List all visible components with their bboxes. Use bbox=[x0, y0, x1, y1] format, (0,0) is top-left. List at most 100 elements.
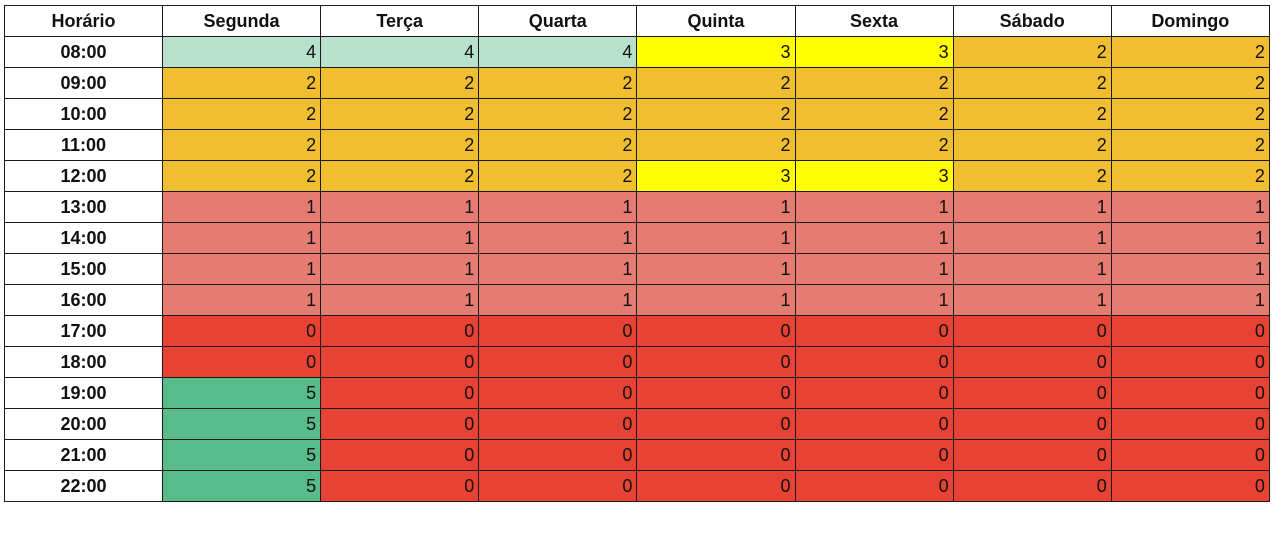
value-cell-domingo[interactable]: 0 bbox=[1110, 408, 1270, 440]
value-cell-terca[interactable]: 0 bbox=[320, 470, 480, 502]
value-cell-terca[interactable]: 0 bbox=[320, 377, 480, 409]
value-cell-sexta[interactable]: 1 bbox=[794, 222, 954, 254]
value-cell-segunda[interactable]: 5 bbox=[161, 377, 322, 409]
value-cell-quinta[interactable]: 2 bbox=[636, 67, 796, 99]
value-cell-quarta[interactable]: 1 bbox=[478, 253, 638, 285]
value-cell-sexta[interactable]: 2 bbox=[794, 98, 954, 130]
value-cell-quarta[interactable]: 2 bbox=[478, 160, 638, 192]
value-cell-quarta[interactable]: 1 bbox=[478, 284, 638, 316]
value-cell-sexta[interactable]: 0 bbox=[794, 315, 954, 347]
value-cell-sabado[interactable]: 2 bbox=[952, 129, 1112, 161]
value-cell-sabado[interactable]: 0 bbox=[952, 470, 1112, 502]
value-cell-segunda[interactable]: 1 bbox=[161, 222, 322, 254]
time-cell[interactable]: 09:00 bbox=[4, 67, 163, 99]
value-cell-sexta[interactable]: 1 bbox=[794, 191, 954, 223]
value-cell-segunda[interactable]: 5 bbox=[161, 408, 322, 440]
value-cell-quinta[interactable]: 1 bbox=[636, 253, 796, 285]
value-cell-sexta[interactable]: 0 bbox=[794, 408, 954, 440]
value-cell-quarta[interactable]: 0 bbox=[478, 408, 638, 440]
value-cell-terca[interactable]: 4 bbox=[320, 36, 480, 68]
value-cell-quinta[interactable]: 0 bbox=[636, 315, 796, 347]
time-cell[interactable]: 18:00 bbox=[4, 346, 163, 378]
value-cell-sexta[interactable]: 2 bbox=[794, 129, 954, 161]
value-cell-sexta[interactable]: 2 bbox=[794, 67, 954, 99]
value-cell-quinta[interactable]: 1 bbox=[636, 191, 796, 223]
value-cell-sabado[interactable]: 1 bbox=[952, 284, 1112, 316]
value-cell-sabado[interactable]: 1 bbox=[952, 191, 1112, 223]
value-cell-sabado[interactable]: 1 bbox=[952, 253, 1112, 285]
value-cell-segunda[interactable]: 5 bbox=[161, 439, 322, 471]
value-cell-quinta[interactable]: 0 bbox=[636, 346, 796, 378]
value-cell-segunda[interactable]: 5 bbox=[161, 470, 322, 502]
value-cell-quarta[interactable]: 0 bbox=[478, 346, 638, 378]
value-cell-quinta[interactable]: 0 bbox=[636, 470, 796, 502]
value-cell-quarta[interactable]: 2 bbox=[478, 67, 638, 99]
value-cell-quarta[interactable]: 2 bbox=[478, 98, 638, 130]
value-cell-quinta[interactable]: 3 bbox=[636, 160, 796, 192]
value-cell-domingo[interactable]: 0 bbox=[1110, 439, 1270, 471]
value-cell-terca[interactable]: 0 bbox=[320, 315, 480, 347]
value-cell-segunda[interactable]: 4 bbox=[161, 36, 322, 68]
value-cell-sexta[interactable]: 3 bbox=[794, 160, 954, 192]
time-cell[interactable]: 15:00 bbox=[4, 253, 163, 285]
value-cell-sexta[interactable]: 1 bbox=[794, 284, 954, 316]
value-cell-segunda[interactable]: 0 bbox=[161, 346, 322, 378]
value-cell-terca[interactable]: 2 bbox=[320, 67, 480, 99]
value-cell-terca[interactable]: 0 bbox=[320, 439, 480, 471]
value-cell-quinta[interactable]: 1 bbox=[636, 222, 796, 254]
value-cell-sexta[interactable]: 0 bbox=[794, 439, 954, 471]
value-cell-quarta[interactable]: 2 bbox=[478, 129, 638, 161]
value-cell-domingo[interactable]: 2 bbox=[1110, 36, 1270, 68]
header-cell-domingo[interactable]: Domingo bbox=[1110, 5, 1270, 37]
value-cell-domingo[interactable]: 1 bbox=[1110, 253, 1270, 285]
value-cell-sabado[interactable]: 2 bbox=[952, 98, 1112, 130]
header-cell-sabado[interactable]: Sábado bbox=[952, 5, 1112, 37]
value-cell-domingo[interactable]: 0 bbox=[1110, 346, 1270, 378]
value-cell-terca[interactable]: 1 bbox=[320, 222, 480, 254]
value-cell-sabado[interactable]: 0 bbox=[952, 377, 1112, 409]
value-cell-terca[interactable]: 2 bbox=[320, 129, 480, 161]
value-cell-quinta[interactable]: 2 bbox=[636, 98, 796, 130]
value-cell-domingo[interactable]: 2 bbox=[1110, 67, 1270, 99]
value-cell-segunda[interactable]: 1 bbox=[161, 253, 322, 285]
value-cell-quinta[interactable]: 0 bbox=[636, 408, 796, 440]
value-cell-sabado[interactable]: 0 bbox=[952, 346, 1112, 378]
time-cell[interactable]: 11:00 bbox=[4, 129, 163, 161]
value-cell-domingo[interactable]: 0 bbox=[1110, 470, 1270, 502]
time-cell[interactable]: 19:00 bbox=[4, 377, 163, 409]
value-cell-terca[interactable]: 2 bbox=[320, 160, 480, 192]
header-cell-segunda[interactable]: Segunda bbox=[161, 5, 322, 37]
value-cell-terca[interactable]: 1 bbox=[320, 284, 480, 316]
value-cell-quarta[interactable]: 4 bbox=[478, 36, 638, 68]
value-cell-terca[interactable]: 1 bbox=[320, 253, 480, 285]
time-cell[interactable]: 21:00 bbox=[4, 439, 163, 471]
value-cell-terca[interactable]: 0 bbox=[320, 408, 480, 440]
time-cell[interactable]: 20:00 bbox=[4, 408, 163, 440]
value-cell-sexta[interactable]: 3 bbox=[794, 36, 954, 68]
time-cell[interactable]: 13:00 bbox=[4, 191, 163, 223]
value-cell-domingo[interactable]: 1 bbox=[1110, 284, 1270, 316]
time-cell[interactable]: 22:00 bbox=[4, 470, 163, 502]
value-cell-domingo[interactable]: 2 bbox=[1110, 160, 1270, 192]
value-cell-sabado[interactable]: 0 bbox=[952, 439, 1112, 471]
value-cell-quinta[interactable]: 2 bbox=[636, 129, 796, 161]
value-cell-segunda[interactable]: 2 bbox=[161, 98, 322, 130]
value-cell-domingo[interactable]: 2 bbox=[1110, 129, 1270, 161]
header-cell-horario[interactable]: Horário bbox=[4, 5, 163, 37]
value-cell-sexta[interactable]: 1 bbox=[794, 253, 954, 285]
time-cell[interactable]: 10:00 bbox=[4, 98, 163, 130]
value-cell-quinta[interactable]: 0 bbox=[636, 377, 796, 409]
value-cell-terca[interactable]: 1 bbox=[320, 191, 480, 223]
value-cell-quarta[interactable]: 1 bbox=[478, 222, 638, 254]
value-cell-quarta[interactable]: 1 bbox=[478, 191, 638, 223]
value-cell-sabado[interactable]: 0 bbox=[952, 315, 1112, 347]
value-cell-sexta[interactable]: 0 bbox=[794, 470, 954, 502]
value-cell-domingo[interactable]: 1 bbox=[1110, 191, 1270, 223]
value-cell-domingo[interactable]: 0 bbox=[1110, 377, 1270, 409]
header-cell-sexta[interactable]: Sexta bbox=[794, 5, 954, 37]
header-cell-terca[interactable]: Terça bbox=[320, 5, 480, 37]
value-cell-domingo[interactable]: 1 bbox=[1110, 222, 1270, 254]
time-cell[interactable]: 16:00 bbox=[4, 284, 163, 316]
value-cell-terca[interactable]: 2 bbox=[320, 98, 480, 130]
header-cell-quinta[interactable]: Quinta bbox=[636, 5, 796, 37]
